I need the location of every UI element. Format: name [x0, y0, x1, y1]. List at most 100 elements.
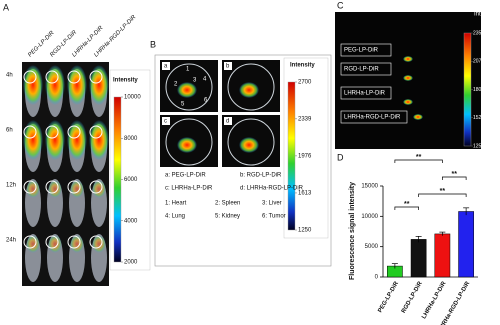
legend-text: 4: Lung	[165, 214, 185, 220]
image-tag	[224, 117, 232, 125]
colorbar-tick-label: 1250	[298, 228, 312, 234]
x-tick-label: RGD-LP-DiR	[401, 280, 424, 314]
significance-bracket	[418, 193, 467, 197]
significance-label: **	[404, 201, 410, 208]
colorbar-tick-label: 1250	[473, 143, 484, 149]
colorbar-tick-label: 1976	[298, 153, 312, 159]
y-tick-label: 10000	[361, 214, 378, 220]
signal	[45, 120, 65, 160]
organ-signal	[239, 137, 259, 153]
legend-text: b: RGD-LP-DiR	[240, 173, 282, 179]
signal	[89, 120, 109, 160]
colorbar-tick-label: 6000	[124, 177, 138, 183]
signal	[48, 235, 62, 253]
significance-bracket	[394, 159, 443, 163]
signal	[413, 114, 423, 120]
legend-text: 5: Kidney	[215, 214, 240, 220]
signal	[92, 235, 106, 253]
roi-circle	[67, 180, 81, 194]
signal	[67, 120, 87, 160]
signal	[67, 65, 87, 105]
dish	[227, 63, 275, 111]
signal	[23, 65, 43, 105]
roi-circle	[23, 235, 37, 249]
signal	[70, 235, 84, 253]
image-label: a	[164, 64, 168, 70]
signal	[92, 180, 106, 198]
roi-circle	[23, 180, 37, 194]
row-label-box	[340, 86, 392, 100]
roi-circle	[23, 70, 37, 84]
organ-number: 5	[181, 102, 185, 108]
colorbar-title: Intensity	[290, 63, 315, 69]
legend-text: 2: Spleen	[215, 201, 240, 207]
colorbar-tick-label: 1525	[473, 115, 484, 121]
row-label-box	[340, 43, 392, 57]
y-tick-label: 5000	[365, 244, 379, 250]
signal	[70, 180, 84, 198]
colorbar-tick-label: 8000	[124, 136, 138, 142]
signal	[26, 180, 40, 198]
dish	[165, 118, 213, 166]
signal	[23, 120, 43, 160]
organ-signal	[239, 82, 259, 98]
colorbar-title: Intensity	[113, 78, 138, 84]
colorbar-tick-label: 10000	[124, 95, 141, 101]
panel-label: D	[337, 152, 344, 162]
panel-label: C	[337, 0, 344, 10]
colorbar-tick-label: 2000	[124, 260, 138, 266]
organ-signal	[177, 82, 197, 98]
image-tag	[224, 62, 232, 70]
colorbar	[463, 32, 472, 147]
significance-label: **	[452, 171, 458, 178]
y-tick-label: 15000	[361, 184, 378, 190]
image-label: c	[164, 119, 167, 125]
y-axis-title: Fluorescence signal intensity	[349, 182, 356, 280]
roi-circle	[45, 125, 59, 139]
colorbar-tick-label: 1800	[473, 87, 484, 93]
x-tick-label: LHRHa-LP-DiR	[421, 280, 448, 320]
signal	[89, 65, 109, 105]
legend-text: 6: Tumor	[262, 214, 286, 220]
row-label: LHRHa-LP-DiR	[344, 91, 386, 97]
roi-circle	[45, 70, 59, 84]
row-label: 24h	[6, 238, 16, 244]
row-label-box	[340, 62, 392, 76]
significance-bracket	[442, 176, 467, 180]
panel-label: B	[150, 39, 156, 49]
image-tag	[162, 117, 170, 125]
bar	[458, 211, 474, 278]
organ-number: 3	[193, 78, 197, 84]
image-label: b	[226, 64, 230, 70]
row-label-box	[340, 110, 408, 124]
roi-circle	[67, 235, 81, 249]
signal	[45, 65, 65, 105]
legend-text: d: LHRHa-RGD-LP-DiR	[240, 186, 304, 192]
roi-circle	[67, 125, 81, 139]
roi-circle	[89, 180, 103, 194]
column-label: LHRHa-RGD-LP-DiR	[93, 14, 138, 59]
row-label: RGD-LP-DiR	[344, 67, 379, 73]
row-label: LHRHa-RGD-LP-DiR	[344, 115, 401, 121]
colorbar-tick-label: 2700	[298, 80, 312, 86]
y-tick-label: 0	[375, 275, 379, 281]
dish	[227, 118, 275, 166]
legend-text: c: LHRHa-LP-DiR	[165, 186, 213, 192]
roi-circle	[45, 235, 59, 249]
signal	[26, 235, 40, 253]
significance-label: **	[416, 154, 422, 161]
row-label: 6h	[6, 128, 13, 134]
roi-circle	[89, 235, 103, 249]
bar	[434, 233, 451, 278]
colorbar	[287, 81, 296, 231]
colorbar	[113, 96, 122, 263]
roi-circle	[23, 125, 37, 139]
row-label: 4h	[6, 73, 13, 79]
organ-number: 6	[204, 98, 208, 104]
roi-circle	[89, 70, 103, 84]
dish	[165, 63, 213, 111]
colorbar-tick-label: 2350	[473, 30, 484, 36]
colorbar-tick-label: 4000	[124, 218, 138, 224]
